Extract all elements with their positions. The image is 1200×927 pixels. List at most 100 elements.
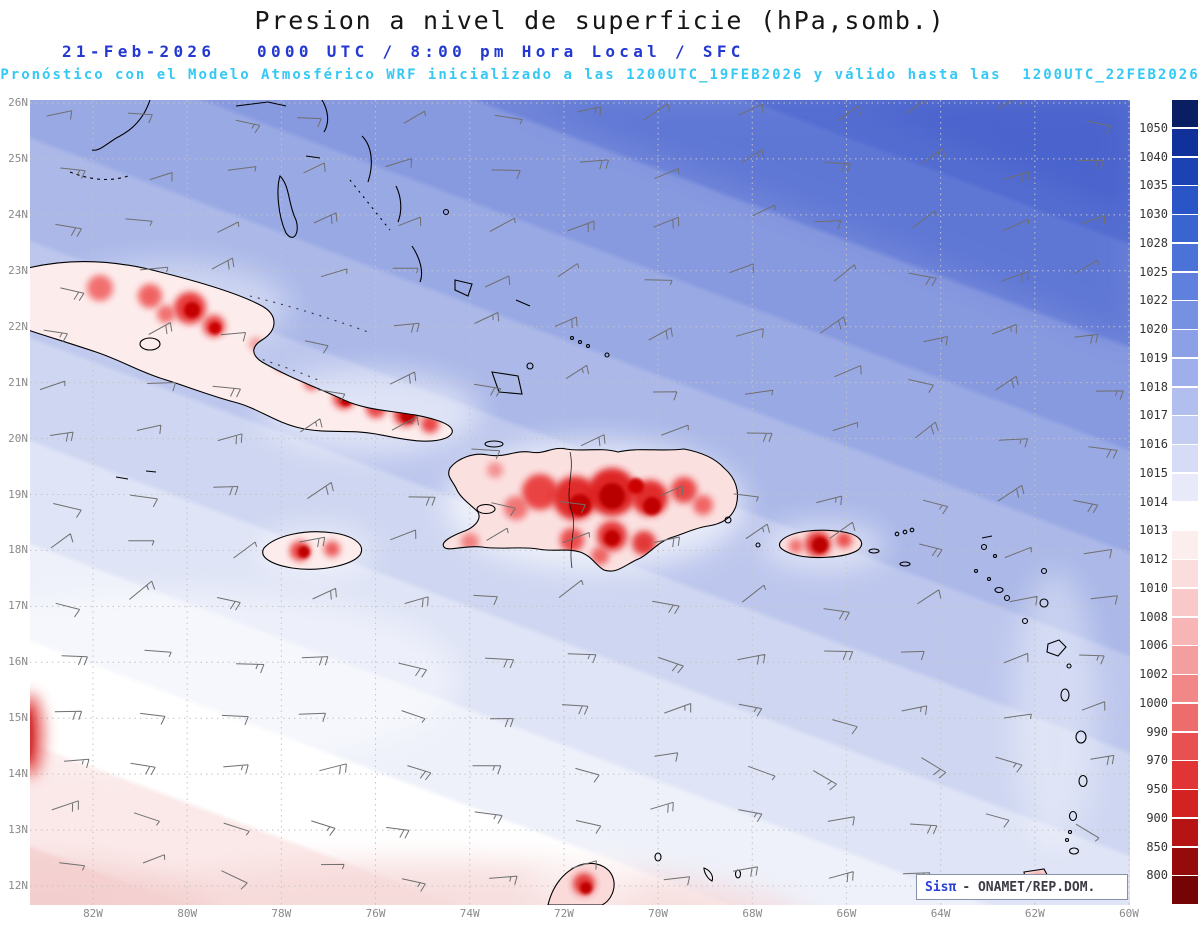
attribution-org: - ONAMET/REP.DOM. xyxy=(962,879,1096,895)
colorbar-segment xyxy=(1172,675,1198,703)
colorbar-label: 1013 xyxy=(1139,523,1168,538)
colorbar-segment xyxy=(1172,502,1198,530)
lat-tick-label: 22N xyxy=(8,319,28,333)
colorbar-label: 1010 xyxy=(1139,580,1168,595)
colorbar-label: 1012 xyxy=(1139,552,1168,566)
lon-tick-label: 76W xyxy=(365,907,386,920)
colorbar-segment xyxy=(1172,732,1198,760)
jamaica-island xyxy=(262,531,363,570)
lon-tick-label: 82W xyxy=(83,907,103,920)
colorbar-label: 1017 xyxy=(1139,408,1168,423)
colorbar-label: 1030 xyxy=(1139,207,1168,221)
colorbar-label: 1006 xyxy=(1139,638,1168,653)
puerto-rico-island xyxy=(778,529,880,559)
attribution-box: Sisπ - ONAMET/REP.DOM. xyxy=(916,874,1128,900)
florida-coast xyxy=(69,100,151,181)
colorbar-label: 1040 xyxy=(1139,149,1168,164)
tortuga-island xyxy=(484,440,504,448)
lon-tick-label: 70W xyxy=(648,907,669,920)
colorbar-segment xyxy=(1172,100,1198,128)
colorbar-label: 1050 xyxy=(1139,120,1168,135)
lat-tick-label: 24N xyxy=(8,207,28,221)
lon-tick-label: 68W xyxy=(742,907,763,920)
lat-tick-label: 16N xyxy=(8,655,28,669)
wind-barbs xyxy=(39,100,1124,892)
colorbar-label: 1035 xyxy=(1139,178,1168,193)
colorbar-label: 1000 xyxy=(1139,695,1168,710)
lon-tick-label: 66W xyxy=(836,907,857,920)
lat-tick-label: 21N xyxy=(8,375,28,389)
gonave-island xyxy=(476,503,496,515)
model-info-line: Pronóstico con el Modelo Atmosférico WRF… xyxy=(0,67,1200,83)
colorbar-segment xyxy=(1172,387,1198,415)
lat-tick-label: 20N xyxy=(8,431,28,445)
lon-tick-label: 60W xyxy=(1119,907,1139,920)
colorbar-segment xyxy=(1172,215,1198,243)
colorbar-label: 1025 xyxy=(1139,264,1168,279)
colorbar-label: 1016 xyxy=(1139,437,1168,451)
saona-island xyxy=(724,516,732,524)
colorbar-segment xyxy=(1172,588,1198,616)
lat-tick-label: 19N xyxy=(8,487,28,501)
lon-tick-label: 74W xyxy=(459,907,480,920)
colorbar-segment xyxy=(1172,301,1198,329)
colorbar-segment xyxy=(1172,531,1198,559)
lesser-antilles xyxy=(894,527,1088,885)
colorbar-segment xyxy=(1172,243,1198,271)
colorbar-label: 800 xyxy=(1146,868,1168,883)
lat-tick-label: 23N xyxy=(8,263,28,277)
lat-tick-label: 25N xyxy=(8,151,28,165)
lat-tick-label: 18N xyxy=(8,543,28,557)
bahamas-islands xyxy=(235,100,610,395)
colorbar-label: 950 xyxy=(1146,782,1168,796)
datetime-line: 21-Feb-2026 0000 UTC / 8:00 pm Hora Loca… xyxy=(62,42,745,61)
colorbar-label: 970 xyxy=(1146,753,1168,768)
colorbar-segment xyxy=(1172,617,1198,645)
lat-tick-label: 14N xyxy=(8,767,28,781)
colorbar-label: 1015 xyxy=(1139,465,1168,480)
lon-tick-label: 64W xyxy=(930,907,951,920)
left-edge-terrain xyxy=(30,693,44,777)
colorbar-label: 1022 xyxy=(1139,293,1168,308)
colorbar-label: 1018 xyxy=(1139,379,1168,394)
haiti-dr-border xyxy=(568,451,574,569)
mona-island xyxy=(755,542,761,548)
attribution-brand: Sisπ xyxy=(925,879,957,895)
colorbar-segment xyxy=(1172,790,1198,818)
colorbar-label: 1020 xyxy=(1139,322,1168,336)
lon-tick-label: 72W xyxy=(553,907,574,920)
colorbar-segment xyxy=(1172,186,1198,214)
colorbar-label: 1028 xyxy=(1139,235,1168,250)
vieques-island xyxy=(868,548,880,554)
cayman-islands xyxy=(115,470,157,480)
colorbar-segment xyxy=(1172,876,1198,904)
colorbar-segment xyxy=(1172,761,1198,789)
lon-tick-label: 62W xyxy=(1024,907,1045,920)
colorbar-segment xyxy=(1172,473,1198,501)
colorbar-segment xyxy=(1172,445,1198,473)
isla-juventud xyxy=(139,337,161,351)
colorbar-label: 1014 xyxy=(1139,494,1168,509)
lat-tick-label: 26N xyxy=(8,96,28,109)
colorbar-label: 850 xyxy=(1146,839,1168,854)
colorbar-segment xyxy=(1172,330,1198,358)
south-caribbean-islands xyxy=(547,852,742,905)
colorbar-segment xyxy=(1172,646,1198,674)
colorbar-segment xyxy=(1172,272,1198,300)
colorbar-segment xyxy=(1172,157,1198,185)
colorbar-segment xyxy=(1172,847,1198,875)
hispaniola-island xyxy=(442,440,761,572)
colorbar-segment xyxy=(1172,818,1198,846)
colorbar-segment xyxy=(1172,358,1198,386)
lon-tick-label: 80W xyxy=(177,907,198,920)
colorbar-label: 1002 xyxy=(1139,667,1168,681)
colorbar-label: 990 xyxy=(1146,724,1168,739)
colorbar-label: 900 xyxy=(1146,810,1168,825)
colorbar-segment xyxy=(1172,128,1198,156)
colorbar-segment xyxy=(1172,560,1198,588)
lat-tick-label: 17N xyxy=(8,599,28,613)
lat-tick-label: 13N xyxy=(8,823,28,837)
colorbar-label: 1008 xyxy=(1139,609,1168,624)
